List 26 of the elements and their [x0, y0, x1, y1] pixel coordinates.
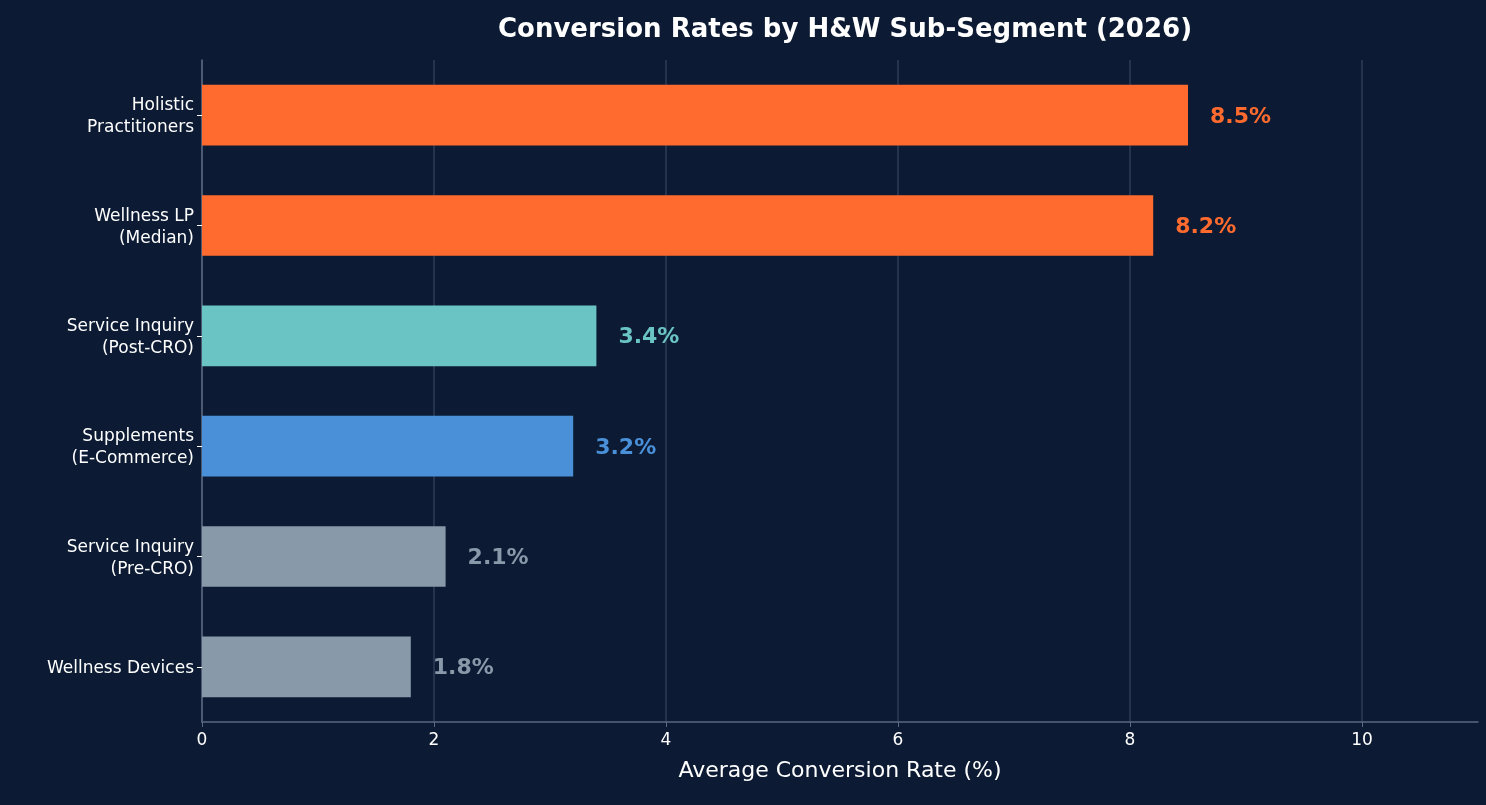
y-tick-label: Holistic Practitioners	[87, 94, 195, 137]
bar	[202, 415, 574, 477]
y-tick-label: Supplements (E-Commerce)	[71, 425, 195, 468]
bar	[202, 195, 1154, 256]
data-label: 2.1%	[467, 544, 529, 569]
y-tick-label: Wellness LP (Median)	[94, 204, 194, 247]
x-tick-label: 4	[660, 728, 672, 749]
data-label: 3.4%	[618, 323, 680, 349]
x-tick-label: 0	[196, 728, 208, 749]
data-label: 3.2%	[595, 433, 657, 459]
x-tick-label: 6	[892, 728, 904, 749]
x-tick-label: 8	[1124, 728, 1136, 749]
data-label: 8.5%	[1210, 102, 1272, 128]
chart-title: Conversion Rates by H&W Sub-Segment (2026)	[497, 13, 1193, 43]
y-tick-label: Service Inquiry (Pre-CRO)	[66, 535, 194, 578]
bar	[202, 526, 446, 587]
data-label: 1.8%	[432, 654, 494, 680]
bar	[202, 636, 411, 698]
x-tick-label: 10	[1351, 728, 1373, 749]
bar	[202, 84, 1188, 146]
x-axis-title: Average Conversion Rate (%)	[678, 756, 1002, 782]
bar	[202, 305, 597, 367]
x-tick-label: 2	[428, 728, 440, 749]
y-tick-label: Wellness Devices	[46, 656, 195, 677]
y-tick-label: Service Inquiry (Post-CRO)	[66, 314, 194, 357]
data-label: 8.2%	[1175, 213, 1237, 238]
